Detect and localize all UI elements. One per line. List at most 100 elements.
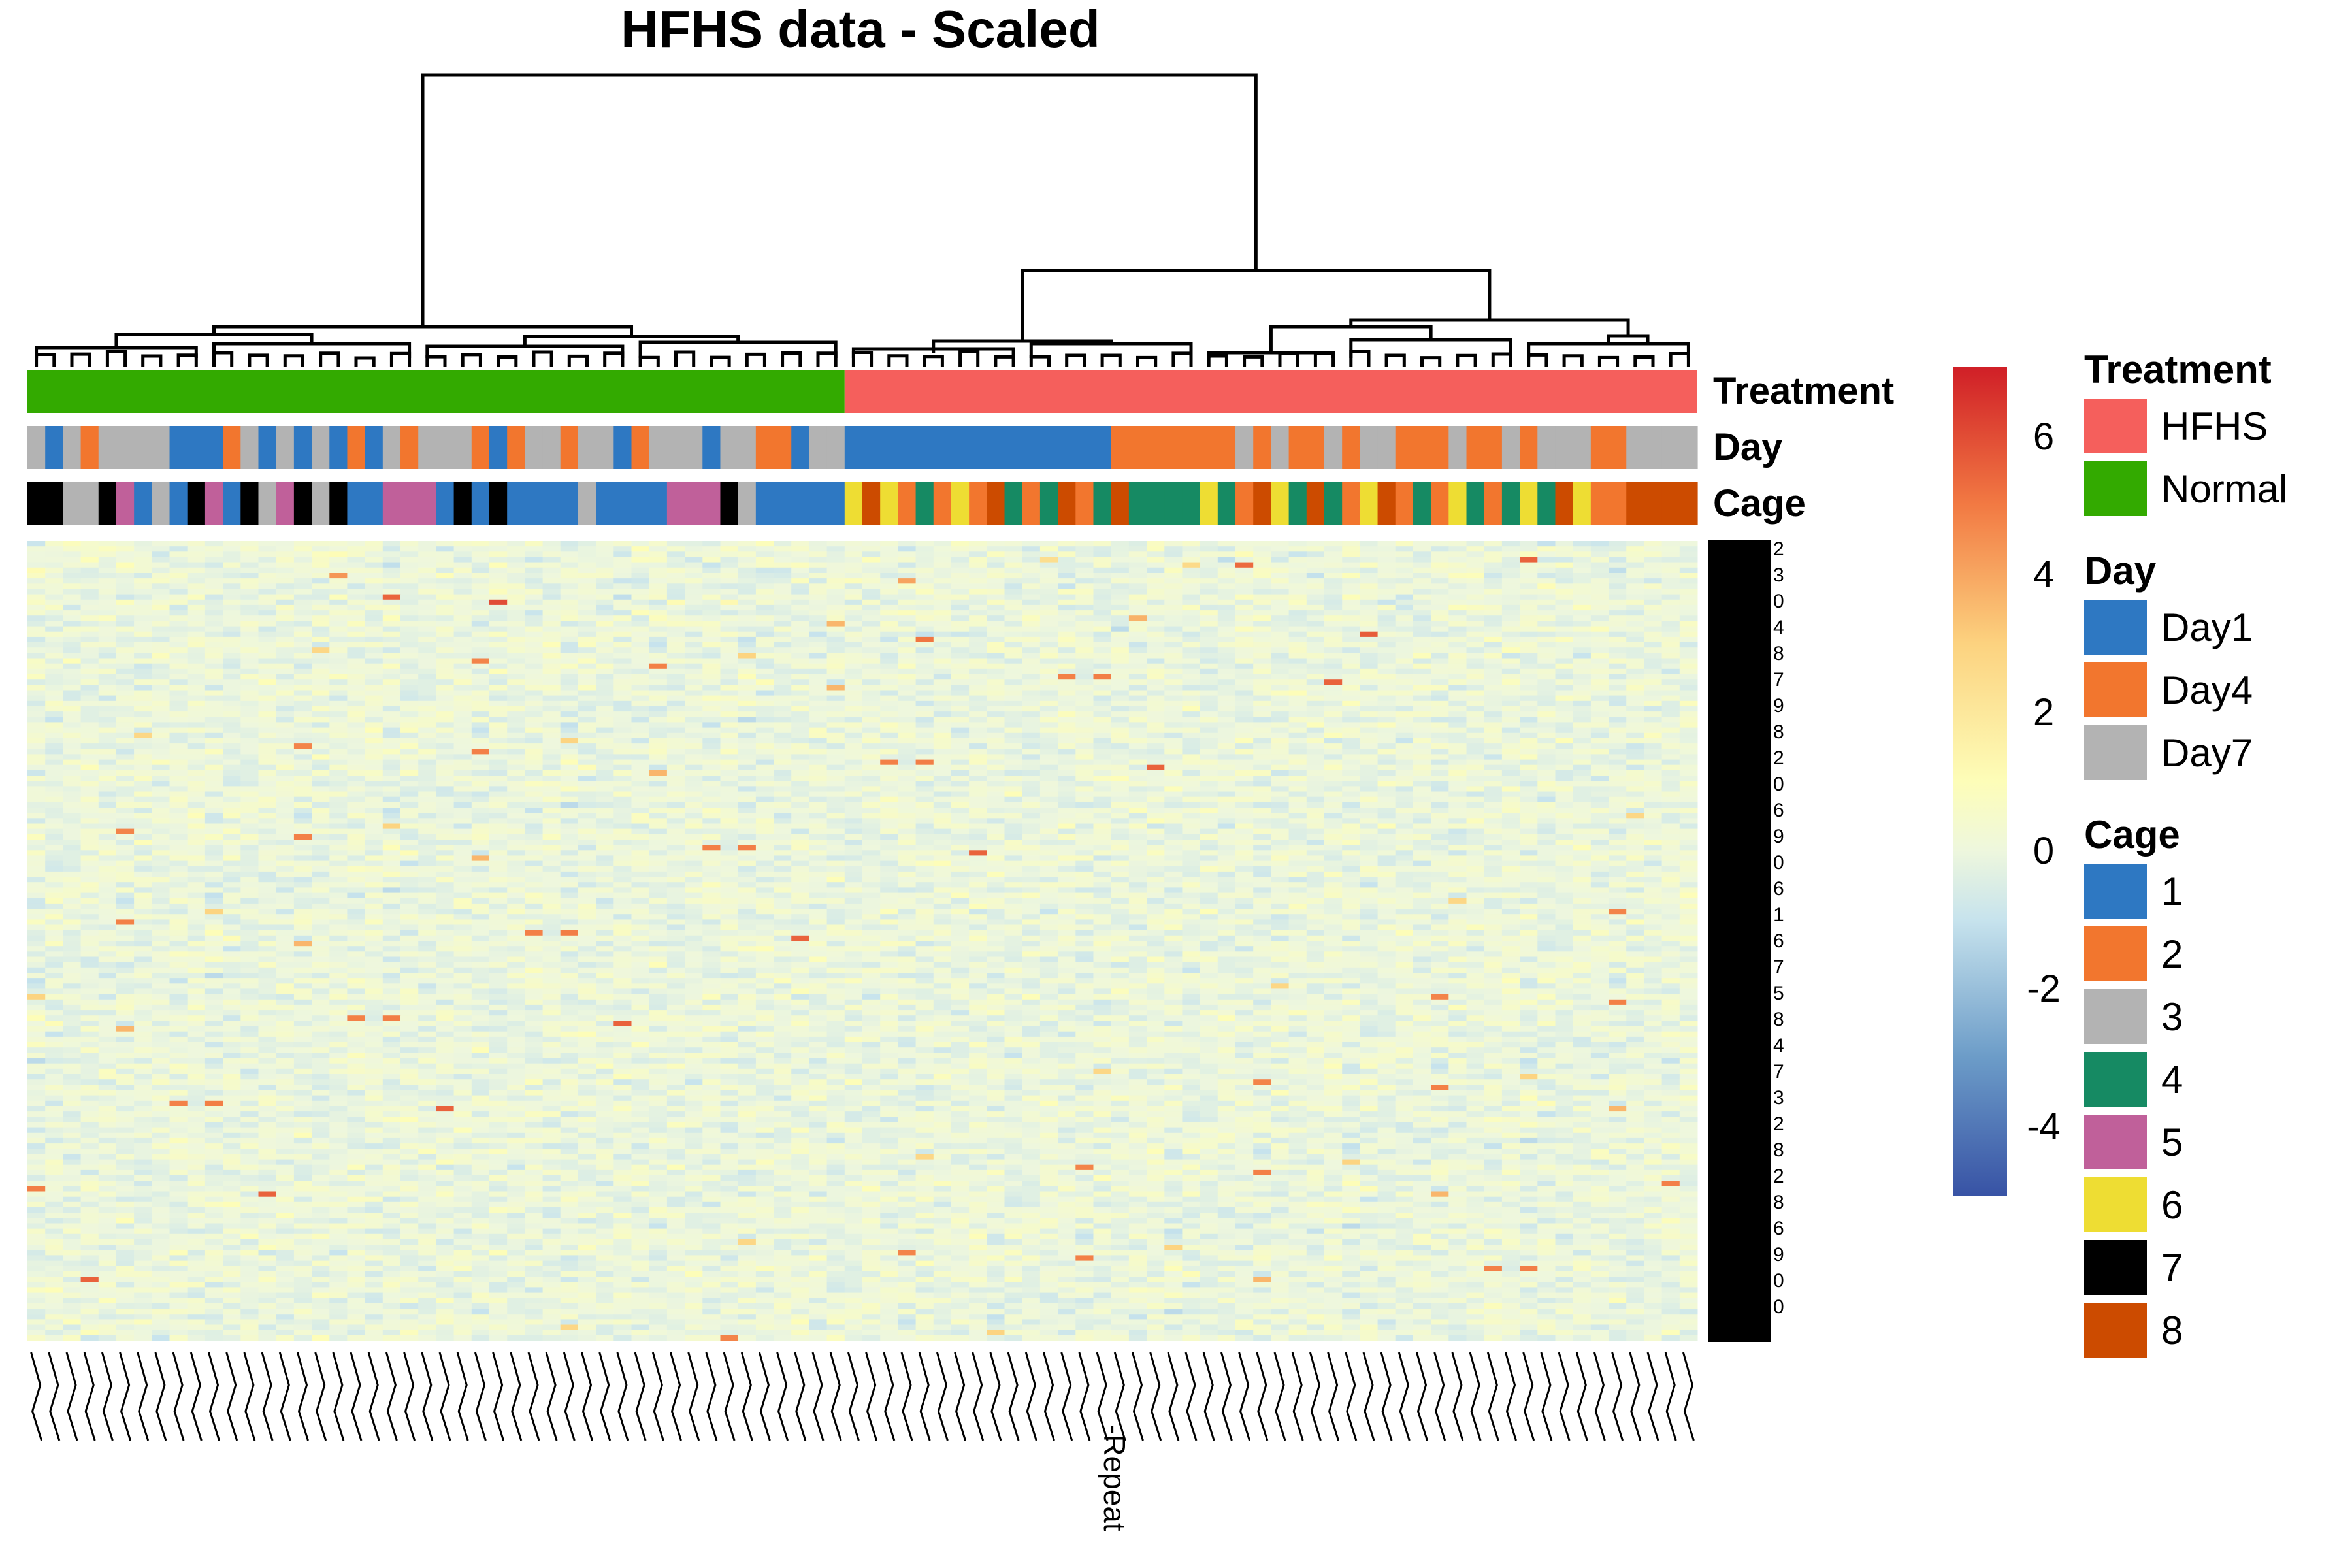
heatmap-cell	[489, 722, 508, 728]
heatmap-cell	[418, 786, 436, 792]
heatmap-cell	[1128, 754, 1147, 760]
heatmap-cell	[1360, 695, 1379, 702]
heatmap-cell	[1075, 621, 1094, 627]
heatmap-cell	[1466, 546, 1485, 552]
heatmap-cell	[1537, 567, 1556, 574]
heatmap-cell	[649, 738, 668, 744]
heatmap-cell	[898, 636, 917, 643]
heatmap-cell	[329, 700, 348, 707]
heatmap-cell	[187, 802, 206, 808]
heatmap-cell	[578, 663, 596, 670]
heatmap-cell	[276, 808, 295, 813]
heatmap-cell	[613, 583, 632, 589]
dendrogram-link	[958, 350, 980, 367]
heatmap-cell	[1413, 551, 1431, 557]
cage-cell	[898, 482, 917, 525]
heatmap-cell	[596, 621, 614, 627]
heatmap-cell	[204, 781, 223, 787]
heatmap-cell	[187, 631, 206, 638]
heatmap-cell	[436, 674, 455, 680]
heatmap-cell	[1324, 802, 1343, 808]
heatmap-cell	[1058, 573, 1076, 579]
heatmap-cell	[1253, 674, 1271, 680]
heatmap-cell	[631, 578, 650, 584]
heatmap-cell	[1039, 668, 1058, 675]
heatmap-cell	[525, 642, 544, 648]
heatmap-cell	[134, 754, 152, 760]
heatmap-cell	[1555, 749, 1574, 755]
heatmap-cell	[1324, 546, 1343, 552]
heatmap-cell	[755, 668, 774, 675]
heatmap-cell	[453, 573, 472, 579]
heatmap-cell	[382, 567, 401, 574]
heatmap-cell	[1609, 754, 1627, 760]
heatmap-cell	[1022, 764, 1041, 771]
heatmap-cell	[1093, 562, 1112, 568]
heatmap-cell	[63, 781, 82, 787]
heatmap-cell	[116, 589, 135, 595]
heatmap-cell	[1200, 663, 1218, 670]
heatmap-cell	[134, 706, 152, 712]
heatmap-cell	[240, 567, 259, 574]
heatmap-cell	[1164, 567, 1183, 574]
heatmap-cell	[1271, 610, 1290, 616]
heatmap-cell	[1235, 631, 1254, 638]
heatmap-cell	[223, 717, 241, 723]
heatmap-cell	[1342, 647, 1360, 653]
heatmap-cell	[631, 791, 650, 798]
heatmap-cell	[312, 599, 330, 606]
heatmap-cell	[1413, 626, 1431, 632]
heatmap-cell	[98, 631, 117, 638]
heatmap-cell	[1342, 781, 1360, 787]
heatmap-cell	[1004, 764, 1023, 771]
heatmap-cell	[489, 546, 508, 552]
heatmap-cell	[1377, 594, 1396, 600]
heatmap-cell	[1217, 759, 1236, 766]
heatmap-cell	[898, 583, 917, 589]
heatmap-cell	[152, 685, 170, 691]
heatmap-cell	[720, 796, 739, 803]
heatmap-cell	[27, 578, 46, 584]
heatmap-cell	[1590, 732, 1609, 739]
heatmap-cell	[720, 551, 739, 557]
heatmap-cell	[809, 796, 828, 803]
heatmap-cell	[418, 668, 436, 675]
heatmap-cell	[1075, 604, 1094, 611]
heatmap-cell	[1271, 567, 1290, 574]
heatmap-cell	[862, 663, 881, 670]
heatmap-cell	[1448, 653, 1467, 659]
heatmap-cell	[134, 722, 152, 728]
heatmap-cell	[1644, 791, 1663, 798]
heatmap-cell	[453, 749, 472, 755]
heatmap-cell	[1111, 615, 1130, 621]
heatmap-cell	[1377, 685, 1396, 691]
heatmap-cell	[596, 604, 614, 611]
heatmap-cell	[1111, 786, 1130, 792]
heatmap-cell	[774, 594, 792, 600]
heatmap-cell	[1093, 781, 1112, 787]
heatmap-cell	[702, 727, 721, 734]
cage-annotation-track	[27, 482, 1698, 525]
heatmap-cell	[312, 759, 330, 766]
heatmap-cell	[1058, 700, 1076, 707]
heatmap-cell	[826, 791, 845, 798]
heatmap-cell	[1253, 567, 1271, 574]
heatmap-cell	[347, 599, 366, 606]
heatmap-cell	[826, 578, 845, 584]
heatmap-cell	[631, 621, 650, 627]
cage-cell	[880, 482, 898, 525]
heatmap-cell	[774, 679, 792, 685]
heatmap-cell	[436, 685, 455, 691]
heatmap-cell	[152, 700, 170, 707]
heatmap-cell	[1360, 690, 1379, 696]
heatmap-cell	[276, 674, 295, 680]
heatmap-cell	[365, 706, 384, 712]
heatmap-cell	[1679, 626, 1698, 632]
heatmap-cell	[560, 695, 579, 702]
heatmap-cell	[1466, 764, 1485, 771]
heatmap-cell	[880, 562, 898, 568]
heatmap-cell	[1555, 541, 1574, 547]
heatmap-cell	[1058, 717, 1076, 723]
heatmap-cell	[685, 738, 703, 744]
cage-cell	[933, 482, 952, 525]
